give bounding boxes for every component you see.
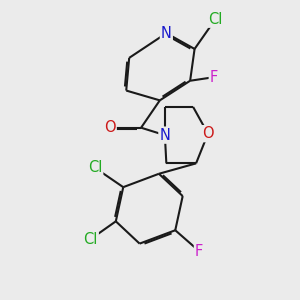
Text: N: N [159,128,170,142]
Text: Cl: Cl [83,232,98,247]
Text: F: F [210,70,218,85]
Text: Cl: Cl [88,160,102,175]
Text: O: O [202,126,214,141]
Text: Cl: Cl [208,12,223,27]
Text: F: F [195,244,203,259]
Text: N: N [161,26,172,41]
Text: O: O [104,120,116,135]
